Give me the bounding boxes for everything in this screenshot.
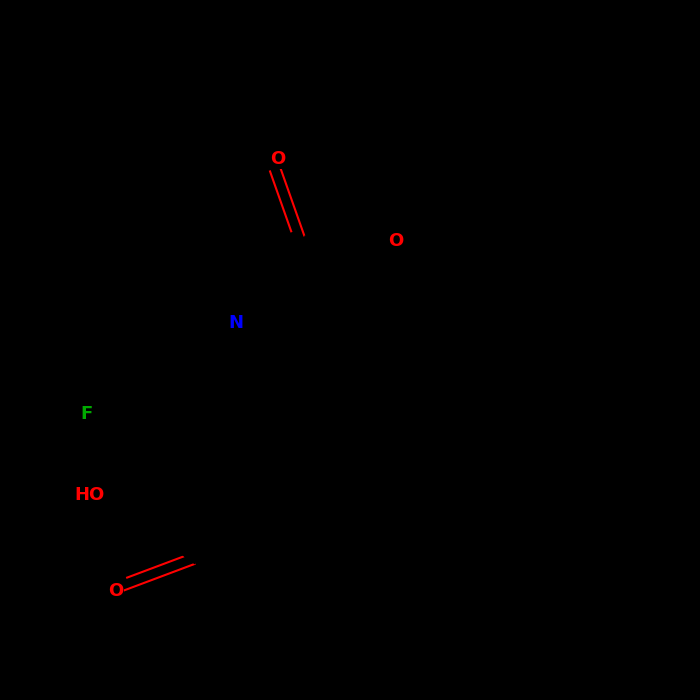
Text: O: O — [270, 150, 285, 168]
Text: F: F — [80, 405, 92, 423]
Text: N: N — [229, 314, 244, 332]
Text: HO: HO — [74, 486, 104, 505]
Text: O: O — [388, 232, 403, 250]
Text: O: O — [108, 582, 123, 600]
